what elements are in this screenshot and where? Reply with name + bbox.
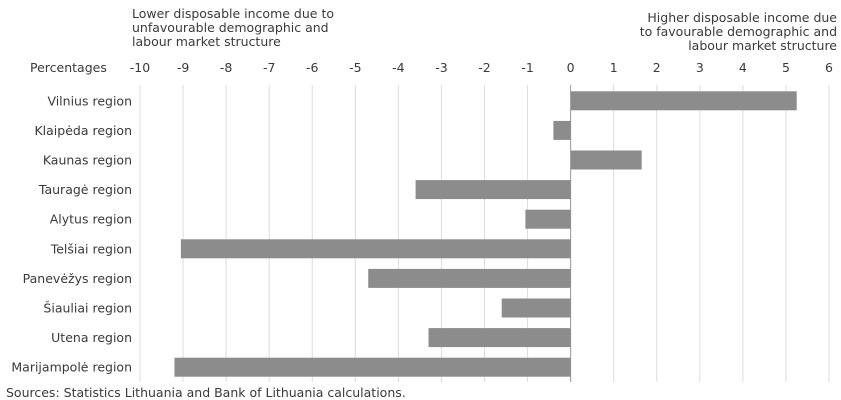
bar [570,150,642,170]
category-label: Vilnius region [47,93,132,108]
bar [570,91,797,111]
category-label: Kaunas region [43,153,132,168]
x-tick-label: -10 [130,60,150,75]
x-tick-label: -6 [306,60,319,75]
bar [174,357,571,377]
bar [180,239,571,259]
bar [428,328,571,348]
x-tick-label: 5 [782,60,790,75]
x-tick-label: -2 [478,60,490,75]
x-tick-label: 0 [567,60,575,75]
bar [501,298,571,318]
category-label: Tauragė region [38,182,132,197]
category-label: Klaipėda region [34,123,132,138]
x-tick-label: 3 [696,60,704,75]
x-tick-label: -8 [220,60,233,75]
x-tick-labels: -10 -9 -8 -7 -6 -5 -4 -3 -2 -1 0 1 2 3 4 5 6 [130,60,833,75]
category-label: Šiauliai region [43,301,132,316]
x-tick-label: 4 [739,60,747,75]
category-label: Utena region [51,330,132,345]
annotation-right: Higher disposable income due to favourab… [639,10,837,53]
category-label: Marijampolė region [11,360,132,375]
x-tick-label: -9 [177,60,190,75]
x-tick-label: -7 [263,60,275,75]
category-label: Alytus region [50,212,132,227]
bar [415,180,571,200]
annotation-left: Lower disposable income due to unfavoura… [132,6,334,49]
category-label: Panevėžys region [23,271,132,286]
category-label: Telšiai region [50,241,132,256]
bar [553,120,571,140]
bar [368,268,571,288]
category-labels: Vilnius region Klaipėda region Kaunas regi… [11,93,132,374]
x-tick-label: -4 [392,60,405,75]
x-tick-label: 1 [610,60,618,75]
x-tick-label: 2 [653,60,661,75]
x-tick-label: -1 [521,60,533,75]
x-tick-label: 6 [825,60,833,75]
x-axis-label: Percentages [30,60,107,75]
x-tick-label: -5 [349,60,361,75]
x-tick-label: -3 [435,60,447,75]
bar [525,209,571,229]
source-note: Sources: Statistics Lithuania and Bank o… [6,385,406,400]
bars [174,91,797,377]
